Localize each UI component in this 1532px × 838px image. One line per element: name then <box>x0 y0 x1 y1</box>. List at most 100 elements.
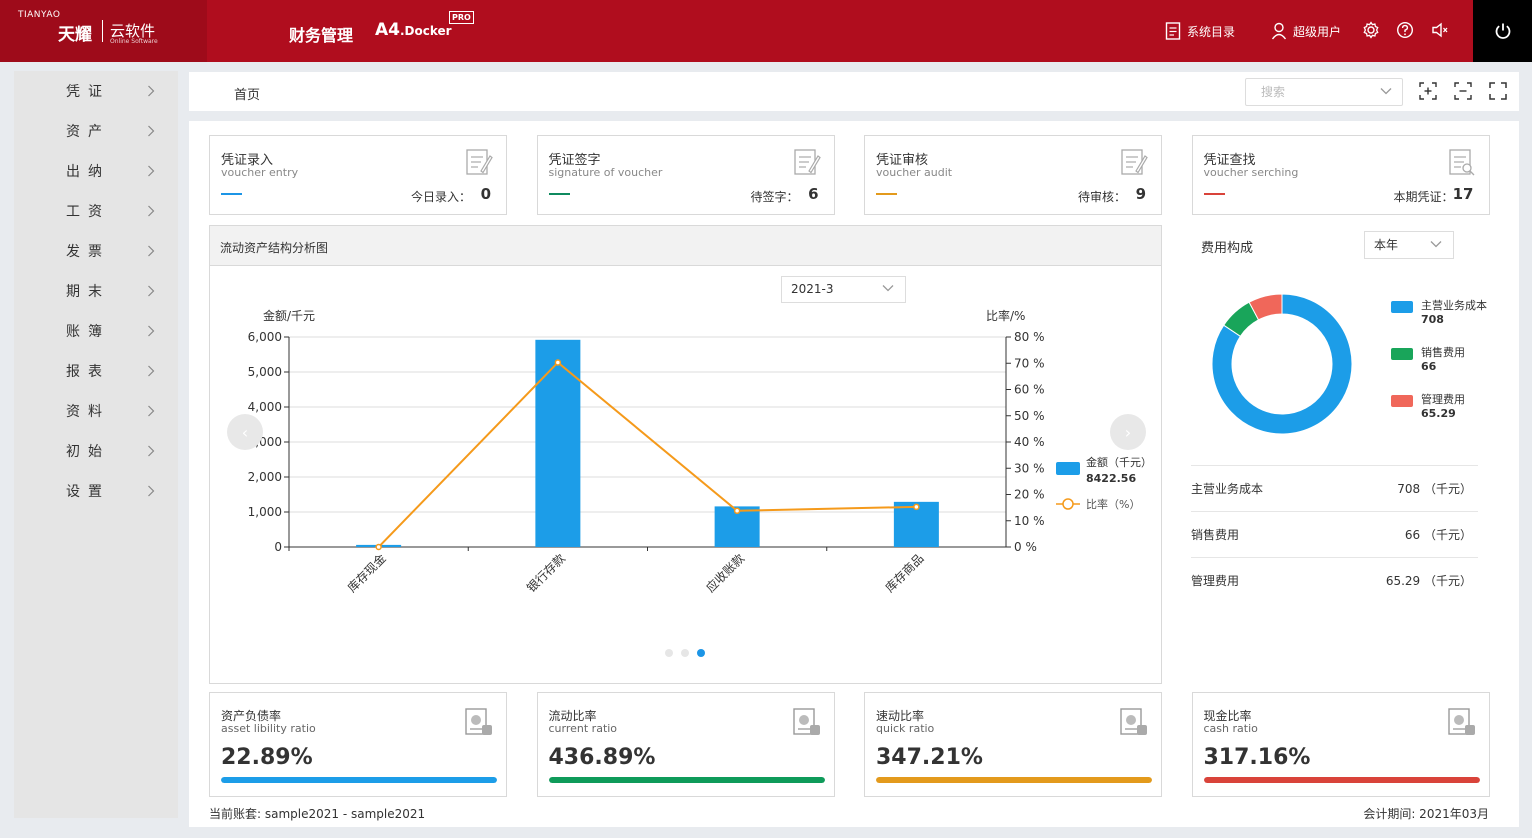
chevron-right-icon <box>147 125 155 140</box>
chart-panel-title: 流动资产结构分析图 <box>220 241 329 255</box>
ratio-point-1[interactable] <box>375 543 382 551</box>
ratio-title: 流动比率 <box>548 709 597 723</box>
voucher-search-card[interactable]: 凭证查找 voucher serching 本期凭证： 17 <box>1191 135 1490 215</box>
card-subtitle: voucher entry <box>221 166 299 179</box>
chevron-right-icon <box>147 165 155 180</box>
expand-add-icon[interactable] <box>1419 82 1437 100</box>
legend-ratio-marker[interactable] <box>1062 498 1074 510</box>
fee-period-value: 本年 <box>1374 238 1399 252</box>
breadcrumb-bar: 首页 搜索 <box>189 72 1519 111</box>
sidebar-item[interactable]: 资料 <box>14 391 178 431</box>
fee-legend-swatch[interactable] <box>1391 301 1413 313</box>
y2-tick-label: 80 % <box>1014 330 1045 344</box>
brand-name: 天耀 <box>58 25 92 45</box>
brand-small: TIANYAO <box>18 10 61 20</box>
ratio-value: 22.89% <box>221 745 313 770</box>
card-accent-bar <box>1203 193 1225 195</box>
system-catalog-button[interactable]: 系统目录 <box>1165 22 1235 40</box>
sidebar-item[interactable]: 出纳 <box>14 151 178 191</box>
current-ratio-card[interactable]: 流动比率 current ratio 436.89% <box>536 692 835 797</box>
sidebar-item[interactable]: 账簿 <box>14 311 178 351</box>
sidebar-item[interactable]: 工资 <box>14 191 178 231</box>
sidebar-item[interactable]: 初始 <box>14 431 178 471</box>
carousel-dot[interactable] <box>665 649 673 657</box>
ratio-subtitle: current ratio <box>548 722 618 735</box>
chart-period-select[interactable]: 2021-3 <box>781 276 906 303</box>
card-title: 凭证录入 <box>221 153 274 168</box>
audit-document-icon <box>1119 147 1149 177</box>
user-name: 超级用户 <box>1293 24 1342 39</box>
sidebar-item[interactable]: 凭证 <box>14 71 178 111</box>
sidebar: 凭证 资产 出纳 工资发票期末账簿报表 资料初始设置 <box>14 71 178 818</box>
carousel-dots <box>665 649 705 657</box>
fee-legend-swatch[interactable] <box>1391 348 1413 360</box>
search-placeholder: 搜索 <box>1261 85 1286 99</box>
speaker-mute-icon[interactable] <box>1431 21 1449 39</box>
fee-legend-swatch[interactable] <box>1391 395 1413 407</box>
card-count-label: 待签字： <box>750 190 799 204</box>
currency-cycle-icon <box>790 705 824 739</box>
sidebar-item-label: 期末 <box>66 284 110 300</box>
asset-liability-ratio-card[interactable]: 资产负债率 asset libility ratio 22.89% <box>209 692 507 797</box>
y2-tick-label: 40 % <box>1014 435 1045 449</box>
chevron-right-icon <box>147 405 155 420</box>
voucher-audit-card[interactable]: 凭证审核 voucher audit 待审核： 9 <box>864 135 1162 215</box>
user-menu-button[interactable]: 超级用户 <box>1271 22 1341 40</box>
collapse-minus-icon[interactable] <box>1454 82 1472 100</box>
document-icon <box>1165 22 1181 40</box>
sidebar-item[interactable]: 发票 <box>14 231 178 271</box>
ratio-value: 317.16% <box>1203 745 1311 770</box>
fee-row-name: 销售费用 <box>1191 528 1240 542</box>
pro-badge: PRO <box>449 11 474 24</box>
fee-legend-name: 管理费用 <box>1421 393 1465 406</box>
breadcrumb-home[interactable]: 首页 <box>234 88 261 103</box>
sidebar-item[interactable]: 资产 <box>14 111 178 151</box>
x-tick-label: 库存商品 <box>882 551 927 596</box>
sidebar-item[interactable]: 期末 <box>14 271 178 311</box>
sidebar-item[interactable]: 设置 <box>14 471 178 511</box>
help-icon[interactable] <box>1396 21 1414 39</box>
sidebar-item[interactable]: 报表 <box>14 351 178 391</box>
chevron-left-icon: ‹ <box>241 422 249 442</box>
donut-slice-3[interactable] <box>1248 293 1283 321</box>
ratio-progress-bar <box>876 777 1152 783</box>
sidebar-item-label: 发票 <box>66 244 110 260</box>
donut-slice-1[interactable] <box>1211 293 1353 435</box>
quick-ratio-card[interactable]: 速动比率 quick ratio 347.21% <box>864 692 1162 797</box>
legend-amount-swatch[interactable] <box>1056 462 1080 475</box>
ratio-point-4[interactable] <box>913 503 920 511</box>
carousel-dot[interactable] <box>681 649 689 657</box>
sidebar-item-label: 初始 <box>66 444 110 460</box>
fullscreen-icon[interactable] <box>1489 82 1507 100</box>
fee-period-select[interactable]: 本年 <box>1364 231 1454 259</box>
card-count: 17 <box>1452 185 1474 203</box>
y2-axis-title: 比率/% <box>986 308 1025 323</box>
chart-next-button[interactable]: › <box>1110 414 1146 450</box>
sidebar-item-label: 账簿 <box>66 324 110 340</box>
chart-prev-button[interactable]: ‹ <box>227 414 263 450</box>
card-count-label: 今日录入： <box>410 190 471 204</box>
fee-row: 主营业务成本 708 （千元） <box>1191 465 1478 511</box>
brand-separator <box>102 20 103 42</box>
voucher-entry-card[interactable]: 凭证录入 voucher entry 今日录入： 0 <box>209 135 507 215</box>
ratio-point-2[interactable] <box>554 359 562 366</box>
card-accent-bar <box>221 193 242 195</box>
power-button[interactable] <box>1473 0 1532 62</box>
module-title: 财务管理 <box>289 26 354 45</box>
fee-row: 管理费用 65.29 （千元） <box>1191 557 1478 603</box>
bar-2[interactable] <box>535 339 581 547</box>
fee-composition-title: 费用构成 <box>1201 241 1254 256</box>
ratio-point-3[interactable] <box>733 507 741 515</box>
report-chart-icon <box>462 705 496 739</box>
settings-gear-icon[interactable] <box>1362 21 1380 39</box>
voucher-signature-card[interactable]: 凭证签字 signature of voucher 待签字： 6 <box>536 135 835 215</box>
search-select[interactable]: 搜索 <box>1245 78 1403 106</box>
ratio-progress-fill <box>876 777 1152 783</box>
chart-period-value: 2021-3 <box>791 282 834 296</box>
cash-ratio-card[interactable]: 现金比率 cash ratio 317.16% <box>1191 692 1490 797</box>
card-accent-bar <box>548 193 570 195</box>
ratio-progress-fill <box>221 777 497 783</box>
carousel-dot-active[interactable] <box>697 649 705 657</box>
ratio-title: 资产负债率 <box>221 709 282 723</box>
chevron-down-icon <box>1380 88 1392 95</box>
